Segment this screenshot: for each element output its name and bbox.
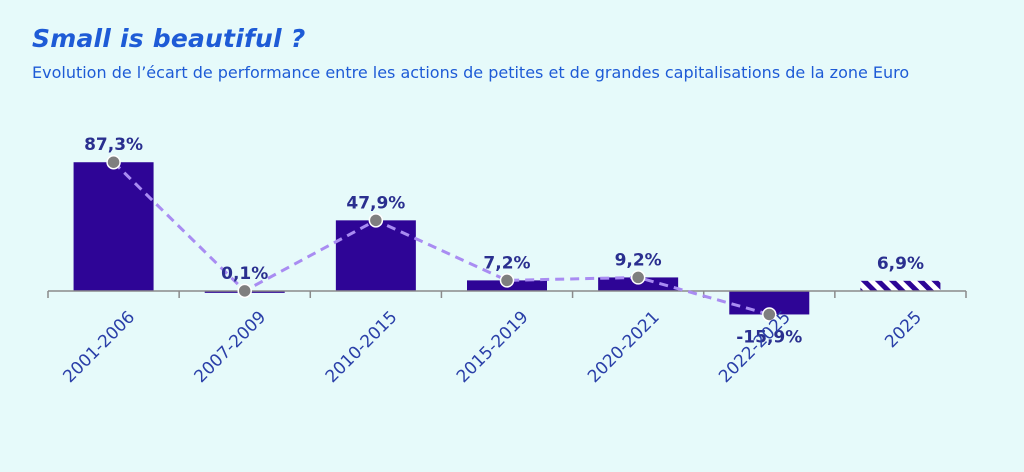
value-label-2001-2006: 87,3% (84, 135, 143, 155)
x-tick-label-2025: 2025 (881, 307, 926, 352)
bar-2025 (860, 280, 941, 291)
value-label-2010-2015: 47,9% (346, 193, 405, 213)
x-tick-label-2015-2019: 2015-2019 (453, 307, 533, 387)
value-label-2015-2019: 7,2% (483, 253, 530, 273)
trend-point-2001-2006 (106, 154, 121, 170)
value-label-2007-2009: 0,1% (221, 264, 268, 284)
value-label-2020-2021: 9,2% (615, 250, 662, 270)
labels-layer: 87,3% 0,1% 47,9% 7,2% 9,2% -15,9% 6,9% 2001-200… (59, 135, 926, 387)
trend-point-2010-2015 (368, 213, 384, 228)
trend-line (112, 161, 770, 316)
trend-point-2020-2021 (630, 270, 646, 285)
value-label-2025: 6,9% (877, 254, 924, 274)
chart-title: Small is beautiful ? (32, 24, 306, 53)
x-tick-label-2010-2015: 2010-2015 (322, 307, 402, 387)
value-label-2022-2025: -15,9% (736, 327, 802, 347)
trend-point-2022-2025 (762, 307, 777, 322)
x-tick-label-2007-2009: 2007-2009 (191, 307, 271, 387)
x-tick-label-2020-2021: 2020-2021 (584, 307, 664, 387)
trend-point-2007-2009 (237, 283, 252, 299)
bar-2001-2006 (73, 162, 154, 291)
ticks-layer (47, 291, 967, 298)
chart-subtitle: Evolution de l’écart de performance entr… (32, 63, 910, 82)
x-tick-label-2001-2006: 2001-2006 (59, 307, 139, 387)
bar-2010-2015 (335, 220, 416, 291)
trend-point-2015-2019 (499, 273, 515, 288)
line-layer (106, 154, 777, 322)
